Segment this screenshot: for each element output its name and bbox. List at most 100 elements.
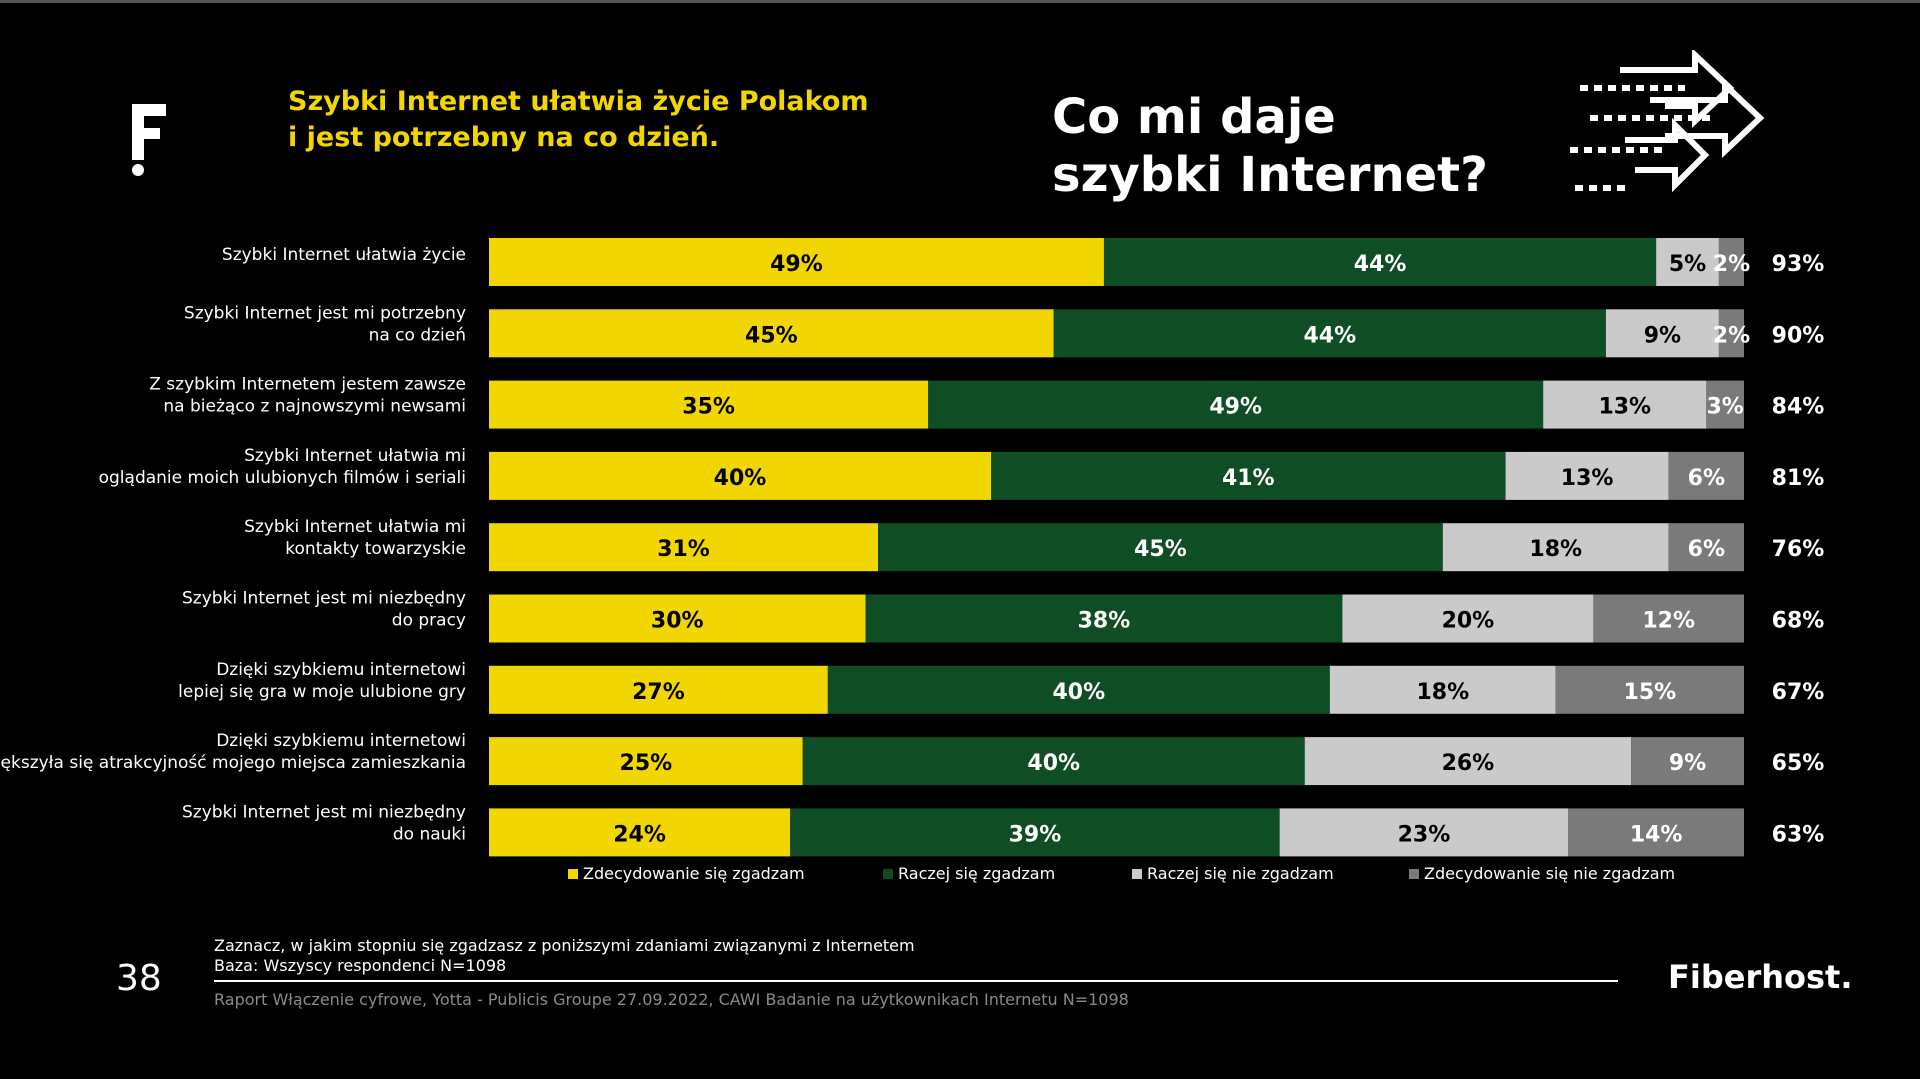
- data-label: 24%: [613, 822, 666, 847]
- footer-divider: [214, 980, 1618, 982]
- legend-swatch-green: [883, 868, 893, 879]
- category-label: Dzięki szybkiemu internetowi lepiej się g…: [178, 660, 466, 702]
- subtitle-line-1: Szybki Internet ułatwia życie Polakom: [288, 86, 869, 117]
- data-label: 18%: [1416, 680, 1469, 705]
- base-text: Baza: Wszyscy respondenci N=1098: [214, 956, 507, 975]
- total-label: 63%: [1772, 822, 1825, 847]
- data-label: 49%: [770, 252, 823, 277]
- legend-item-agree: Raczej się zgadzam: [883, 864, 1055, 883]
- total-label: 90%: [1772, 323, 1825, 348]
- category-label: Szybki Internet ułatwia życie: [222, 245, 466, 265]
- legend-label: Raczej się nie zgadzam: [1147, 864, 1334, 883]
- legend-item-disagree: Raczej się nie zgadzam: [1132, 864, 1334, 883]
- legend-swatch-light-gray: [1132, 868, 1142, 879]
- bar-segment: [489, 451, 991, 500]
- data-label: 9%: [1644, 323, 1681, 348]
- data-label: 38%: [1078, 609, 1131, 634]
- data-label: 49%: [1209, 395, 1262, 420]
- bar-segment: [878, 523, 1443, 572]
- bar-segment: [489, 594, 866, 643]
- bar-segment: [489, 808, 791, 857]
- category-label: Szybki Internet jest mi potrzebny na co d…: [184, 303, 466, 345]
- question-text: Zaznacz, w jakim stopniu się zgadzasz z …: [214, 936, 915, 955]
- data-label: 6%: [1688, 466, 1725, 491]
- data-label: 6%: [1688, 537, 1725, 562]
- bar-segment: [1656, 238, 1719, 286]
- subtitle: Szybki Internet ułatwia życie Polakom i …: [288, 84, 888, 156]
- stacked-bar-chart: Szybki Internet ułatwia życie 49% 44% 5% 2% 9…: [0, 238, 1825, 857]
- subtitle-line-2: i jest potrzebny na co dzień.: [288, 122, 720, 153]
- category-label: Szybki Internet ułatwia mi kontakty towar…: [244, 517, 466, 559]
- total-label: 67%: [1772, 680, 1825, 705]
- data-label: 5%: [1669, 252, 1706, 277]
- data-label: 44%: [1304, 323, 1357, 348]
- data-label: 45%: [745, 323, 798, 348]
- bar-segment: [1329, 665, 1556, 714]
- bar-segment: [489, 523, 879, 572]
- legend-swatch-dark-gray: [1409, 868, 1419, 879]
- total-label: 65%: [1772, 751, 1825, 776]
- bar-segment: [1555, 665, 1744, 714]
- page-title-line-2: szybki Internet?: [1052, 147, 1488, 203]
- bar-segment: [802, 737, 1305, 786]
- data-label: 3%: [1706, 395, 1743, 420]
- bar-segment: [1593, 594, 1744, 643]
- bar-segment: [1279, 808, 1569, 857]
- category-label: Szybki Internet ułatwia mi oglądanie moic…: [99, 446, 466, 488]
- bar-segment: [928, 380, 1544, 429]
- bar-segment: [1718, 238, 1744, 286]
- data-label: 39%: [1009, 822, 1062, 847]
- data-label: 30%: [651, 609, 704, 634]
- total-label: 81%: [1772, 466, 1825, 491]
- bar-segment: [991, 451, 1506, 500]
- total-label: 68%: [1772, 609, 1825, 634]
- data-label: 41%: [1222, 466, 1275, 491]
- total-label: 93%: [1772, 252, 1825, 277]
- data-label: 25%: [620, 751, 673, 776]
- legend-label: Zdecydowanie się zgadzam: [583, 864, 805, 883]
- legend-item-strongly-disagree: Zdecydowanie się nie zgadzam: [1409, 864, 1675, 883]
- data-label: 26%: [1442, 751, 1495, 776]
- category-label: Szybki Internet jest mi niezbędny do nauk…: [182, 802, 466, 844]
- source-text: Raport Włączenie cyfrowe, Yotta - Public…: [214, 990, 1129, 1009]
- total-label: 76%: [1772, 537, 1825, 562]
- legend-label: Zdecydowanie się nie zgadzam: [1424, 864, 1676, 883]
- bar-segment: [1543, 380, 1707, 429]
- bar-segment: [827, 665, 1330, 714]
- legend-item-strongly-agree: Zdecydowanie się zgadzam: [568, 864, 805, 883]
- data-label: 13%: [1561, 466, 1614, 491]
- bar-segment: [1718, 309, 1744, 358]
- data-label: 2%: [1713, 252, 1750, 277]
- bar-segment: [1342, 594, 1594, 643]
- chart-legend: Zdecydowanie się zgadzam Raczej się zgad…: [0, 864, 1920, 888]
- bar-segment: [489, 309, 1054, 358]
- bar-segment: [1706, 380, 1744, 429]
- data-label: 40%: [1027, 751, 1080, 776]
- data-label: 45%: [1134, 537, 1187, 562]
- data-label: 44%: [1354, 252, 1407, 277]
- bar-segment: [489, 238, 1104, 286]
- data-label: 13%: [1598, 395, 1651, 420]
- data-label: 40%: [1053, 680, 1106, 705]
- bar-segment: [1505, 451, 1669, 500]
- category-label: Dzięki szybkiemu internetowi zwiększyła s…: [0, 731, 466, 773]
- category-label: Z szybkim Internetem jestem zawsze na bie…: [149, 375, 466, 417]
- data-label: 40%: [714, 466, 767, 491]
- bar-segment: [489, 737, 803, 786]
- data-label: 14%: [1630, 822, 1683, 847]
- bar-segment: [790, 808, 1280, 857]
- bar-segment: [1304, 737, 1632, 786]
- legend-label: Raczej się zgadzam: [898, 864, 1056, 883]
- data-label: 2%: [1713, 323, 1750, 348]
- page-number: 38: [116, 958, 162, 999]
- top-border: [0, 0, 1920, 3]
- bar-segment: [1605, 309, 1719, 358]
- bar-segment: [865, 594, 1343, 643]
- category-label: Szybki Internet jest mi niezbędny do prac…: [182, 589, 466, 631]
- brand-logo-text: Fiberhost.: [1668, 958, 1853, 996]
- page-title-line-1: Co mi daje: [1052, 89, 1336, 145]
- bar-segment: [1568, 808, 1744, 857]
- data-label: 12%: [1642, 609, 1695, 634]
- speed-arrows-icon: [1570, 50, 1765, 193]
- data-label: 31%: [657, 537, 710, 562]
